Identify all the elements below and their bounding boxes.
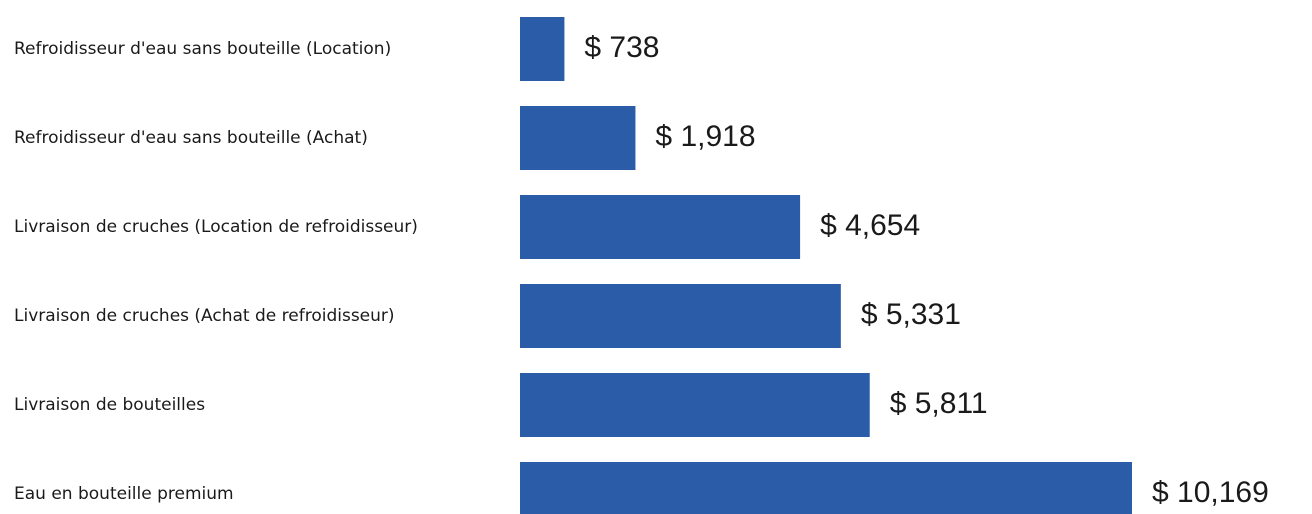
category-label: Livraison de cruches (Achat de refroidis… xyxy=(14,306,395,326)
bar xyxy=(520,462,1132,514)
value-label: $ 5,811 xyxy=(890,387,988,420)
category-label: Livraison de cruches (Location de refroi… xyxy=(14,217,418,237)
category-label: Refroidisseur d'eau sans bouteille (Loca… xyxy=(14,39,391,59)
value-label: $ 738 xyxy=(584,31,659,64)
bar xyxy=(520,17,565,81)
value-label: $ 10,169 xyxy=(1152,476,1269,509)
bar xyxy=(520,373,870,437)
bar xyxy=(520,284,841,348)
value-label: $ 1,918 xyxy=(655,120,755,153)
category-label: Refroidisseur d'eau sans bouteille (Acha… xyxy=(14,128,368,148)
category-label: Eau en bouteille premium xyxy=(14,484,234,504)
bar xyxy=(520,195,801,259)
category-label: Livraison de bouteilles xyxy=(14,395,205,415)
value-label: $ 4,654 xyxy=(820,209,920,242)
bar xyxy=(520,106,636,170)
value-label: $ 5,331 xyxy=(861,298,961,331)
